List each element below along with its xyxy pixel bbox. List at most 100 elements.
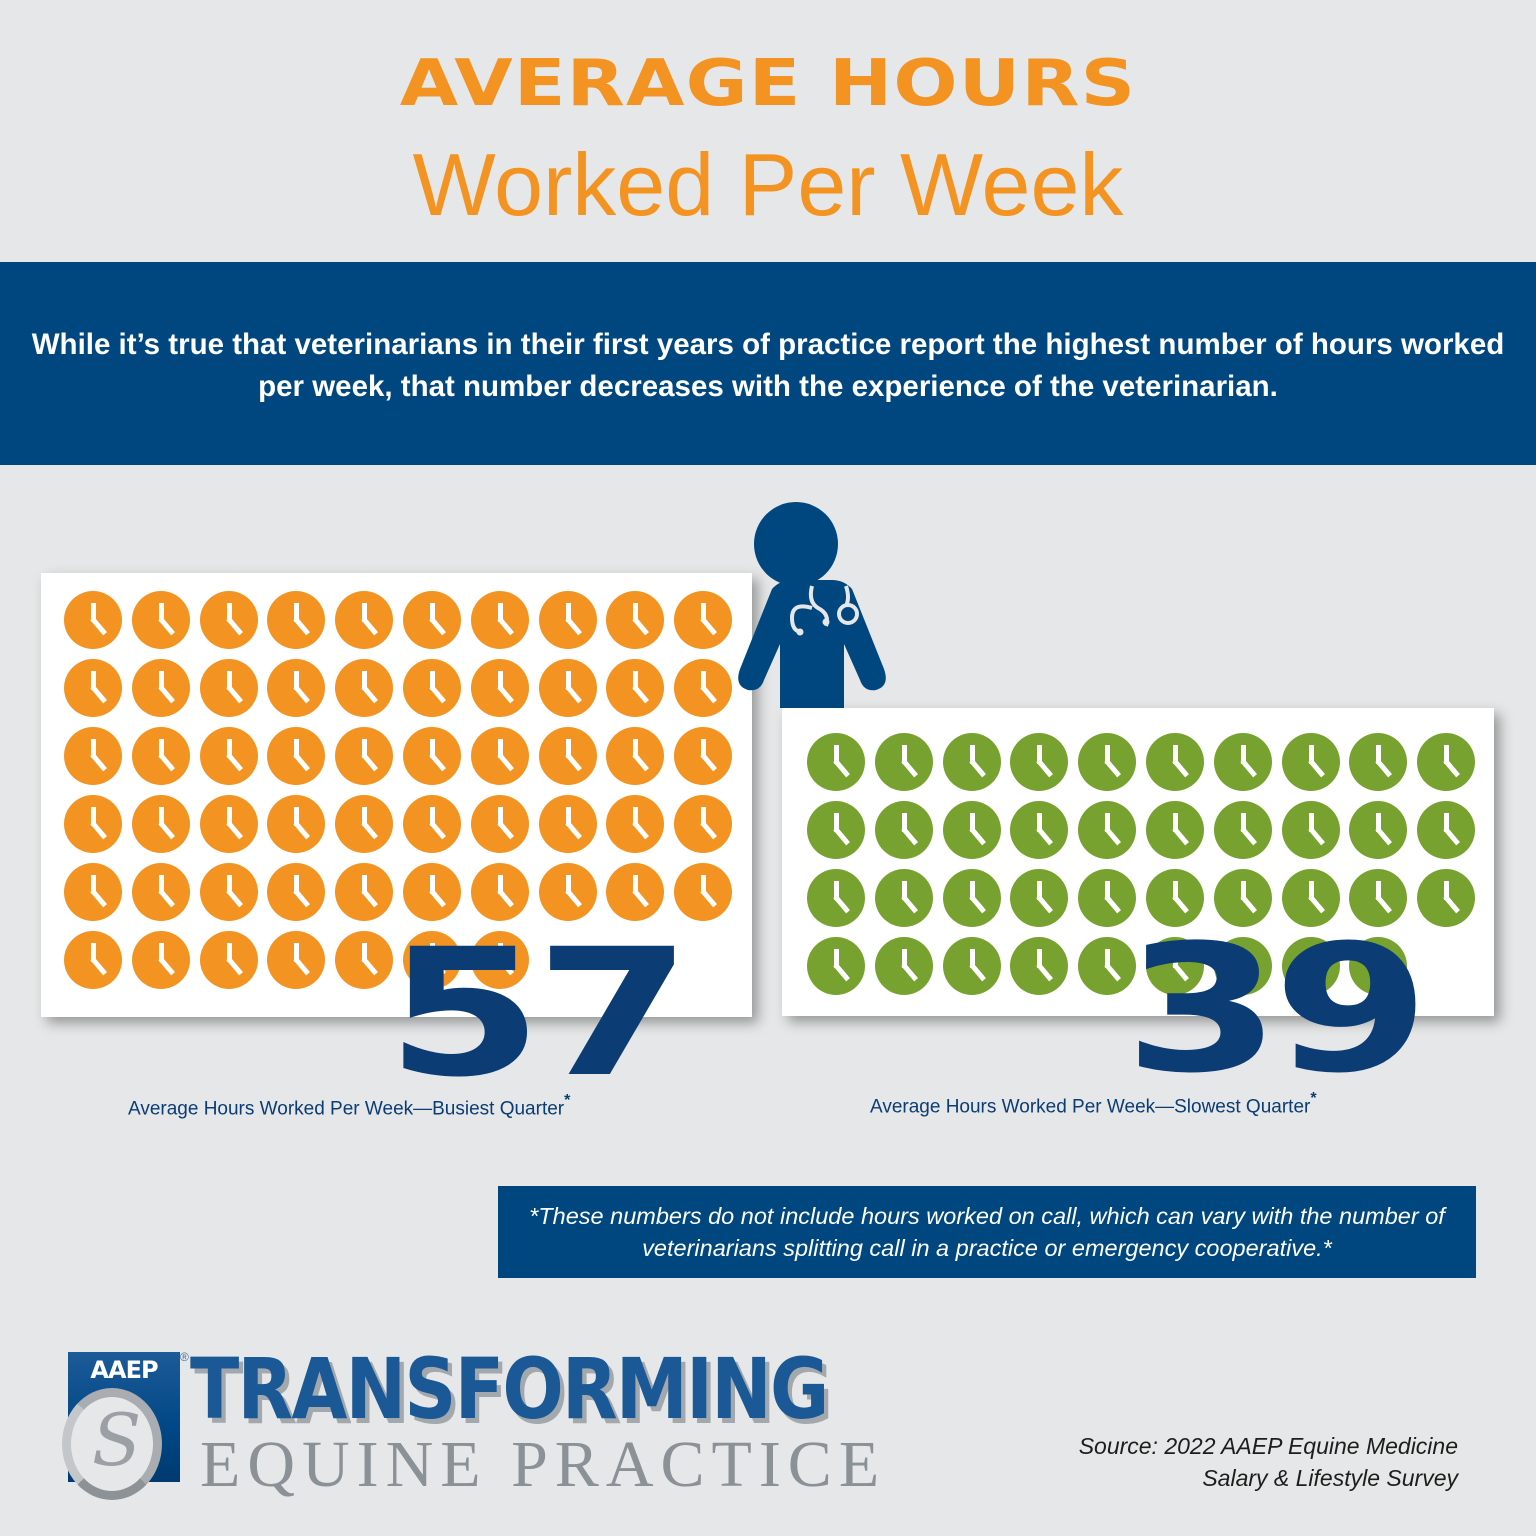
clock-icon (1349, 869, 1408, 927)
clock-icon (807, 733, 865, 791)
busiest-hours-value: 57 (386, 911, 692, 1116)
slowest-caption: Average Hours Worked Per Week—Slowest Qu… (870, 1090, 1317, 1118)
clock-icon (874, 801, 933, 859)
clock-icon (402, 863, 461, 921)
clock-icon (267, 659, 326, 717)
clock-icon (470, 863, 529, 921)
clock-icon (335, 795, 394, 853)
clock-icon (199, 931, 258, 989)
clock-icon (606, 659, 665, 717)
clock-icon (199, 795, 258, 853)
clock-icon (1349, 937, 1408, 995)
clock-icon (131, 795, 190, 853)
clock-icon (538, 591, 597, 649)
slowest-caption-text: Average Hours Worked Per Week—Slowest Qu… (870, 1096, 1311, 1118)
clock-icon (199, 659, 258, 717)
clock-icon (1010, 733, 1069, 791)
clock-icon (335, 863, 394, 921)
clock-icon (199, 863, 258, 921)
slowest-caption-asterisk: * (1310, 1090, 1317, 1107)
horse-head-emblem-icon (62, 1388, 162, 1500)
clock-icon (674, 727, 733, 785)
clock-icon (131, 931, 190, 989)
clock-icon (64, 659, 122, 717)
clock-icon (199, 591, 258, 649)
clock-icon (1417, 869, 1476, 927)
clock-icon (131, 659, 190, 717)
clock-icon (470, 931, 529, 989)
clock-icon (402, 931, 461, 989)
intro-banner: While it’s true that veterinarians in th… (0, 262, 1536, 465)
clock-icon (470, 795, 529, 853)
clock-icon (131, 727, 190, 785)
clock-icon (1078, 937, 1137, 995)
logo-transforming: TRANSFORMING (190, 1340, 829, 1438)
clock-icon (674, 863, 733, 921)
clock-icon (267, 795, 326, 853)
doctor-with-stethoscope-icon (738, 502, 886, 708)
clock-icon (470, 659, 529, 717)
aaep-logo-text: AAEP (90, 1356, 158, 1384)
source-line-2: Salary & Lifestyle Survey (1202, 1465, 1458, 1491)
clock-icon (131, 591, 190, 649)
clock-icon (538, 659, 597, 717)
clock-icon (335, 659, 394, 717)
clock-icon (674, 591, 733, 649)
clock-icon (335, 591, 394, 649)
clock-icon (64, 795, 122, 853)
clock-icon (402, 727, 461, 785)
clock-icon (1145, 801, 1204, 859)
clock-icon (942, 937, 1001, 995)
footnote-box: *These numbers do not include hours work… (498, 1186, 1476, 1278)
clock-icon (1145, 733, 1204, 791)
clock-icon (1281, 733, 1340, 791)
clock-icon (64, 863, 122, 921)
clock-icon (1145, 869, 1204, 927)
clock-icon (1213, 937, 1272, 995)
clock-icon (267, 863, 326, 921)
clock-icon (606, 863, 665, 921)
slowest-quarter-panel (782, 708, 1494, 1016)
clock-icon (267, 931, 326, 989)
clock-icon (1213, 869, 1272, 927)
clock-icon (1417, 801, 1476, 859)
clock-icon (64, 931, 122, 989)
horse-silhouette-icon: S (92, 1398, 142, 1482)
clock-icon (1078, 869, 1137, 927)
clock-icon (942, 869, 1001, 927)
clock-icon (1213, 733, 1272, 791)
title-line-1: AVERAGE HOURS (399, 47, 1137, 121)
clock-icon (538, 795, 597, 853)
busiest-caption-text: Average Hours Worked Per Week—Busiest Qu… (128, 1098, 565, 1120)
clock-icon (64, 727, 122, 785)
source-citation: Source: 2022 AAEP Equine Medicine Salary… (1079, 1430, 1458, 1494)
logo-equine-practice: EQUINE PRACTICE (200, 1428, 887, 1501)
clock-icon (942, 801, 1001, 859)
clock-icon (1078, 801, 1137, 859)
clock-icon (1010, 801, 1069, 859)
source-line-1: Source: 2022 AAEP Equine Medicine (1078, 1433, 1458, 1459)
clock-icon (1010, 869, 1069, 927)
clock-icon (1078, 733, 1137, 791)
clock-icon (1349, 733, 1408, 791)
intro-text: While it’s true that veterinarians in th… (31, 327, 1505, 403)
clock-icon (402, 795, 461, 853)
clock-icon (64, 591, 122, 649)
clock-icon (267, 727, 326, 785)
clock-icon (874, 937, 933, 995)
clock-icon (1281, 937, 1340, 995)
busiest-quarter-panel (41, 573, 752, 1017)
clock-icon (538, 863, 597, 921)
clock-icon (1281, 801, 1340, 859)
clock-icon (470, 727, 529, 785)
busiest-clock-grid (64, 591, 733, 989)
clock-icon (1417, 733, 1476, 791)
clock-icon (131, 863, 190, 921)
registered-mark: ® (180, 1350, 189, 1364)
clock-icon (470, 591, 529, 649)
clock-icon (538, 727, 597, 785)
clock-icon (1349, 801, 1408, 859)
clock-icon (674, 795, 733, 853)
slowest-clock-grid (807, 733, 1476, 995)
clock-icon (807, 869, 865, 927)
